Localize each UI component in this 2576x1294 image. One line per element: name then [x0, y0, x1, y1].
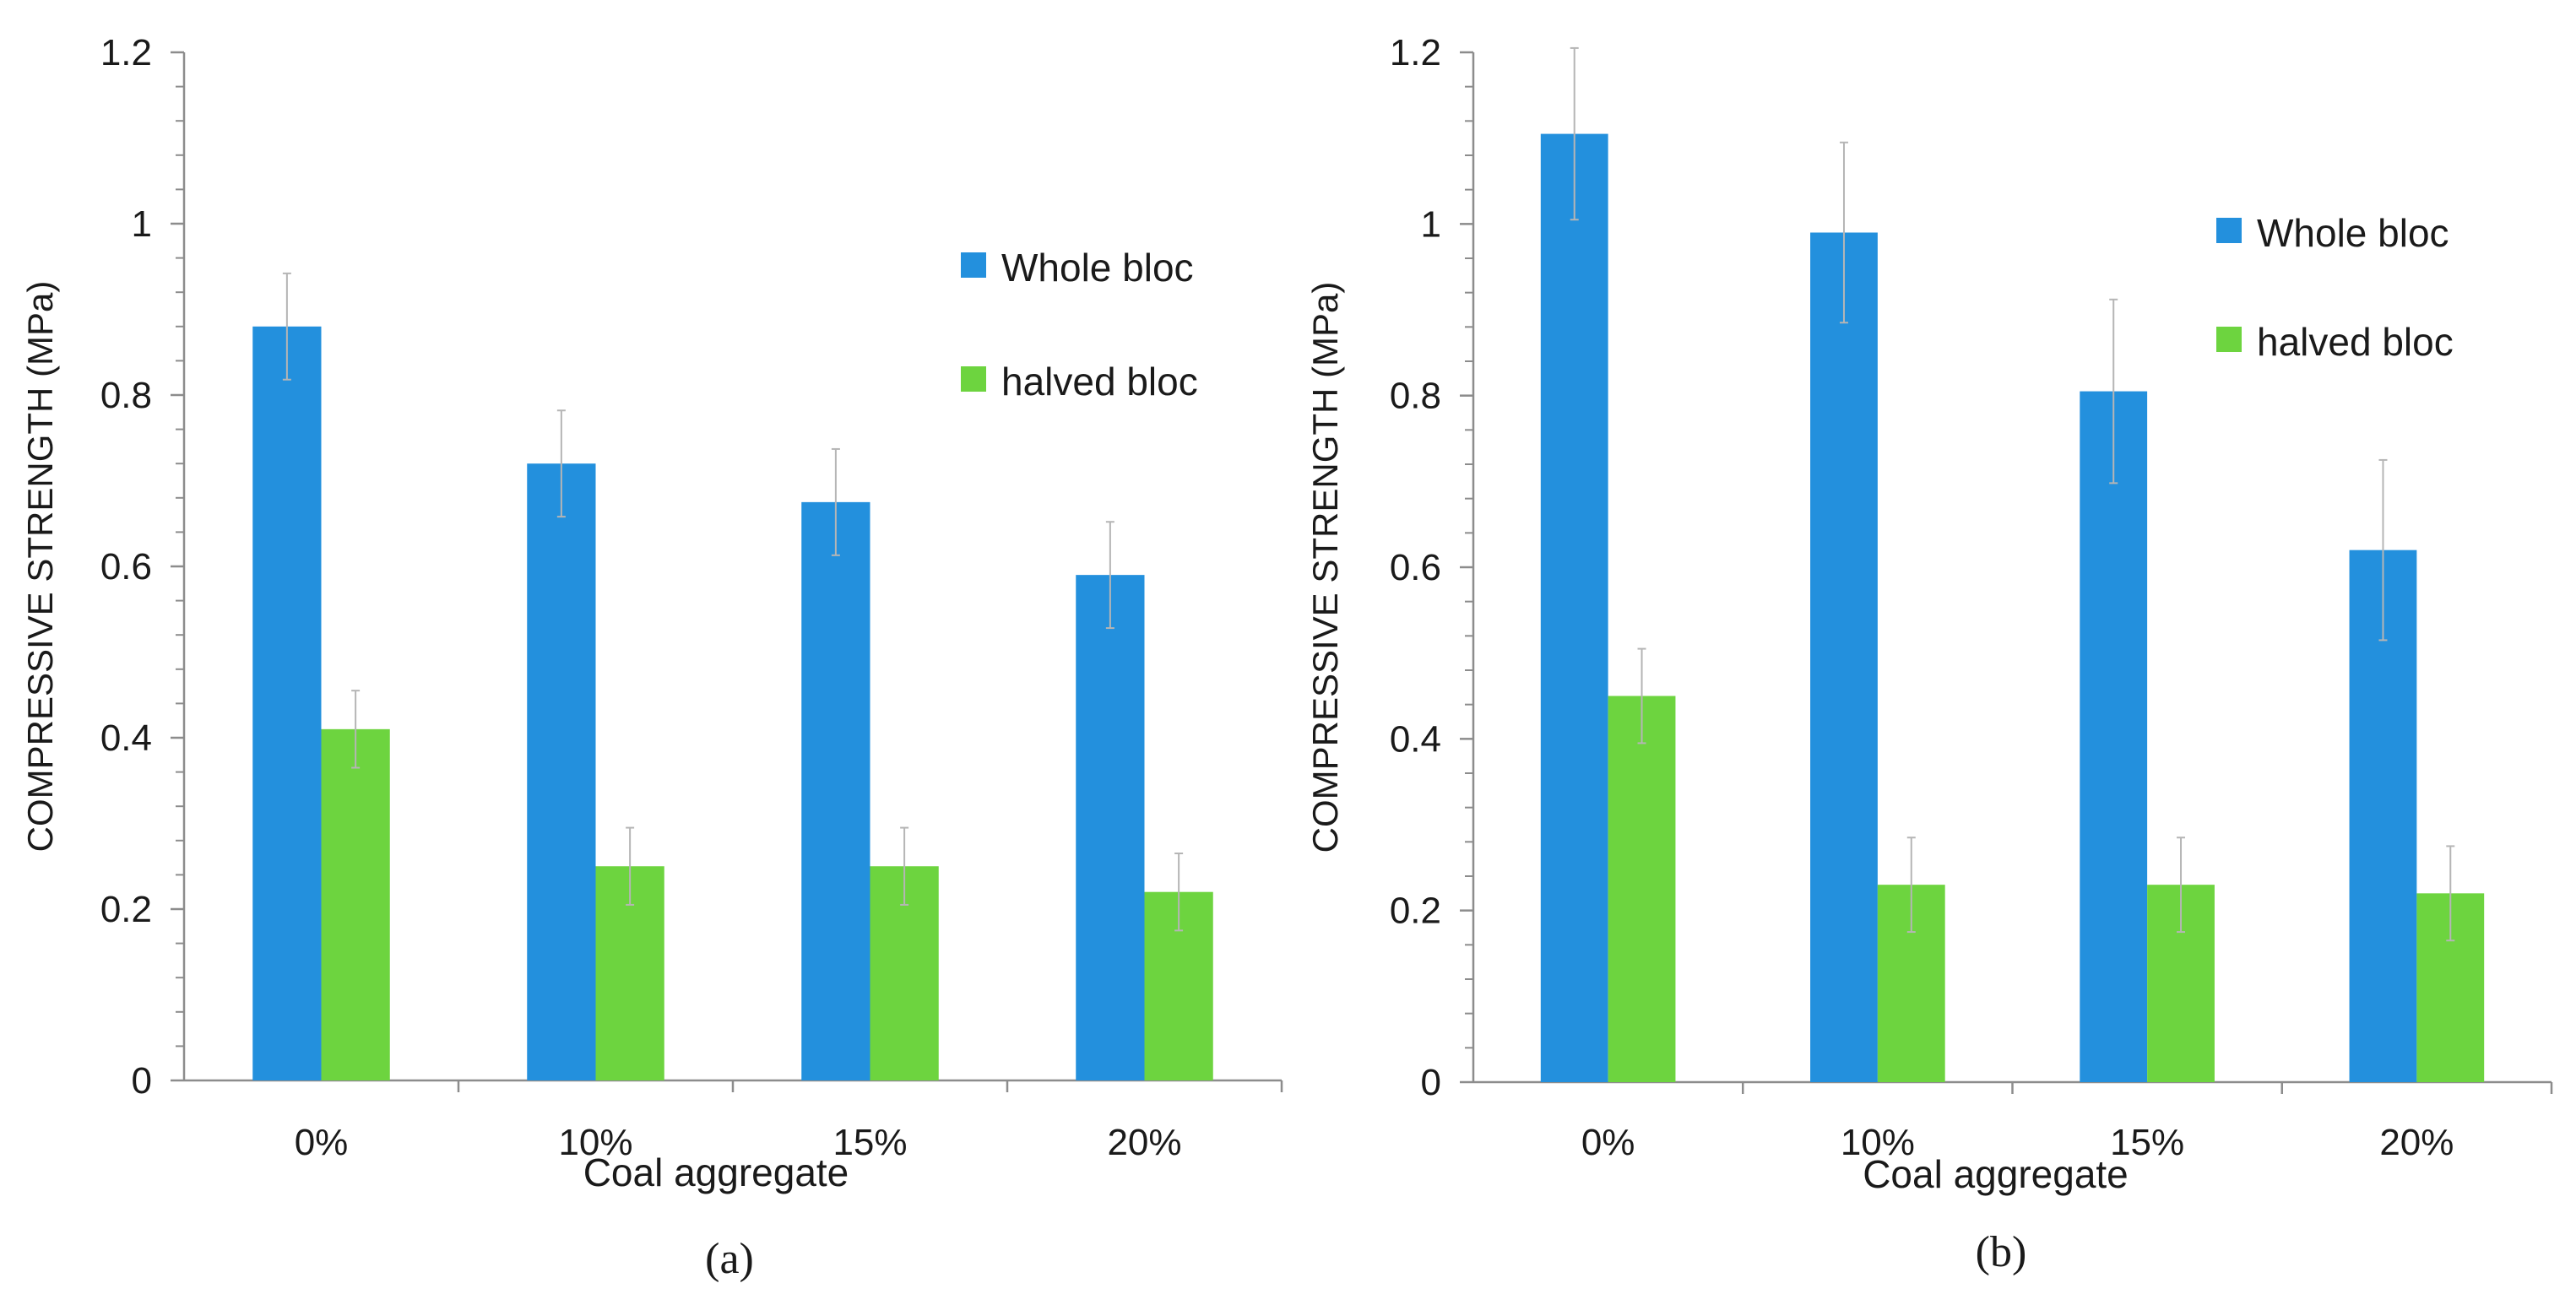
bar-halved-bloc: [1608, 696, 1676, 1082]
bar-whole-bloc: [2080, 391, 2148, 1082]
chart-panel-b: 0 0.2 0.4 0.6 0.8 1 1.2 0% 10% 15% 20% Coal aggrega…: [1305, 32, 2553, 1276]
y-tick-label: 0.2: [100, 889, 152, 930]
x-axis-title: Coal aggregate: [583, 1151, 849, 1194]
x-tick-label: 10%: [1841, 1122, 1915, 1163]
bar-whole-bloc: [801, 501, 870, 1080]
y-tick-label: 0.4: [100, 717, 152, 759]
legend-swatch-halved-bloc: [961, 366, 986, 392]
x-tick-label: 10%: [558, 1122, 632, 1163]
x-tick-label: 20%: [1107, 1122, 1181, 1163]
legend-label: Whole bloc: [1001, 246, 1194, 290]
x-axis-title: Coal aggregate: [1863, 1152, 2129, 1196]
y-tick-label: 0.8: [1390, 376, 1441, 417]
bar-whole-bloc: [252, 326, 322, 1080]
chart-panel-a: 0 0.2 0.4 0.6 0.8 1 1.2 0% 10% 15% 20% Coal aggrega…: [20, 32, 1283, 1283]
panel-label: (a): [705, 1235, 754, 1283]
legend-label: halved bloc: [2257, 320, 2454, 364]
x-tick-label: 20%: [2379, 1122, 2454, 1163]
legend-swatch-whole-bloc: [961, 252, 986, 278]
x-tick-label: 15%: [2110, 1122, 2184, 1163]
y-tick-label: 0: [132, 1060, 152, 1102]
legend-label: Whole bloc: [2257, 211, 2449, 255]
bar-whole-bloc: [1540, 133, 1608, 1082]
y-tick-label: 1: [1421, 203, 1441, 245]
y-axis-title: COMPRESSIVE STRENGTH (MPa): [20, 281, 60, 853]
x-tick-label: 0%: [295, 1122, 349, 1163]
bar-whole-bloc: [1076, 575, 1145, 1080]
y-axis-title: COMPRESSIVE STRENGTH (MPa): [1305, 282, 1345, 853]
y-tick-label: 1.2: [1390, 32, 1441, 73]
bar-halved-bloc: [321, 728, 390, 1080]
y-tick-label: 1.2: [100, 32, 152, 73]
y-tick-label: 1: [132, 203, 152, 245]
bar-whole-bloc: [1810, 232, 1878, 1082]
legend-swatch-halved-bloc: [2216, 327, 2242, 352]
y-tick-label: 0.2: [1390, 891, 1441, 932]
bar-whole-bloc: [527, 463, 596, 1080]
legend-swatch-whole-bloc: [2216, 218, 2242, 243]
legend-label: halved bloc: [1001, 360, 1198, 403]
panel-label: (b): [1976, 1228, 2027, 1276]
y-tick-label: 0.8: [100, 375, 152, 416]
x-tick-label: 15%: [832, 1122, 907, 1163]
y-tick-label: 0.6: [1390, 547, 1441, 588]
y-tick-label: 0: [1421, 1062, 1441, 1103]
y-tick-label: 0.4: [1390, 718, 1441, 760]
y-tick-label: 0.6: [100, 546, 152, 587]
x-tick-label: 0%: [1581, 1122, 1635, 1163]
